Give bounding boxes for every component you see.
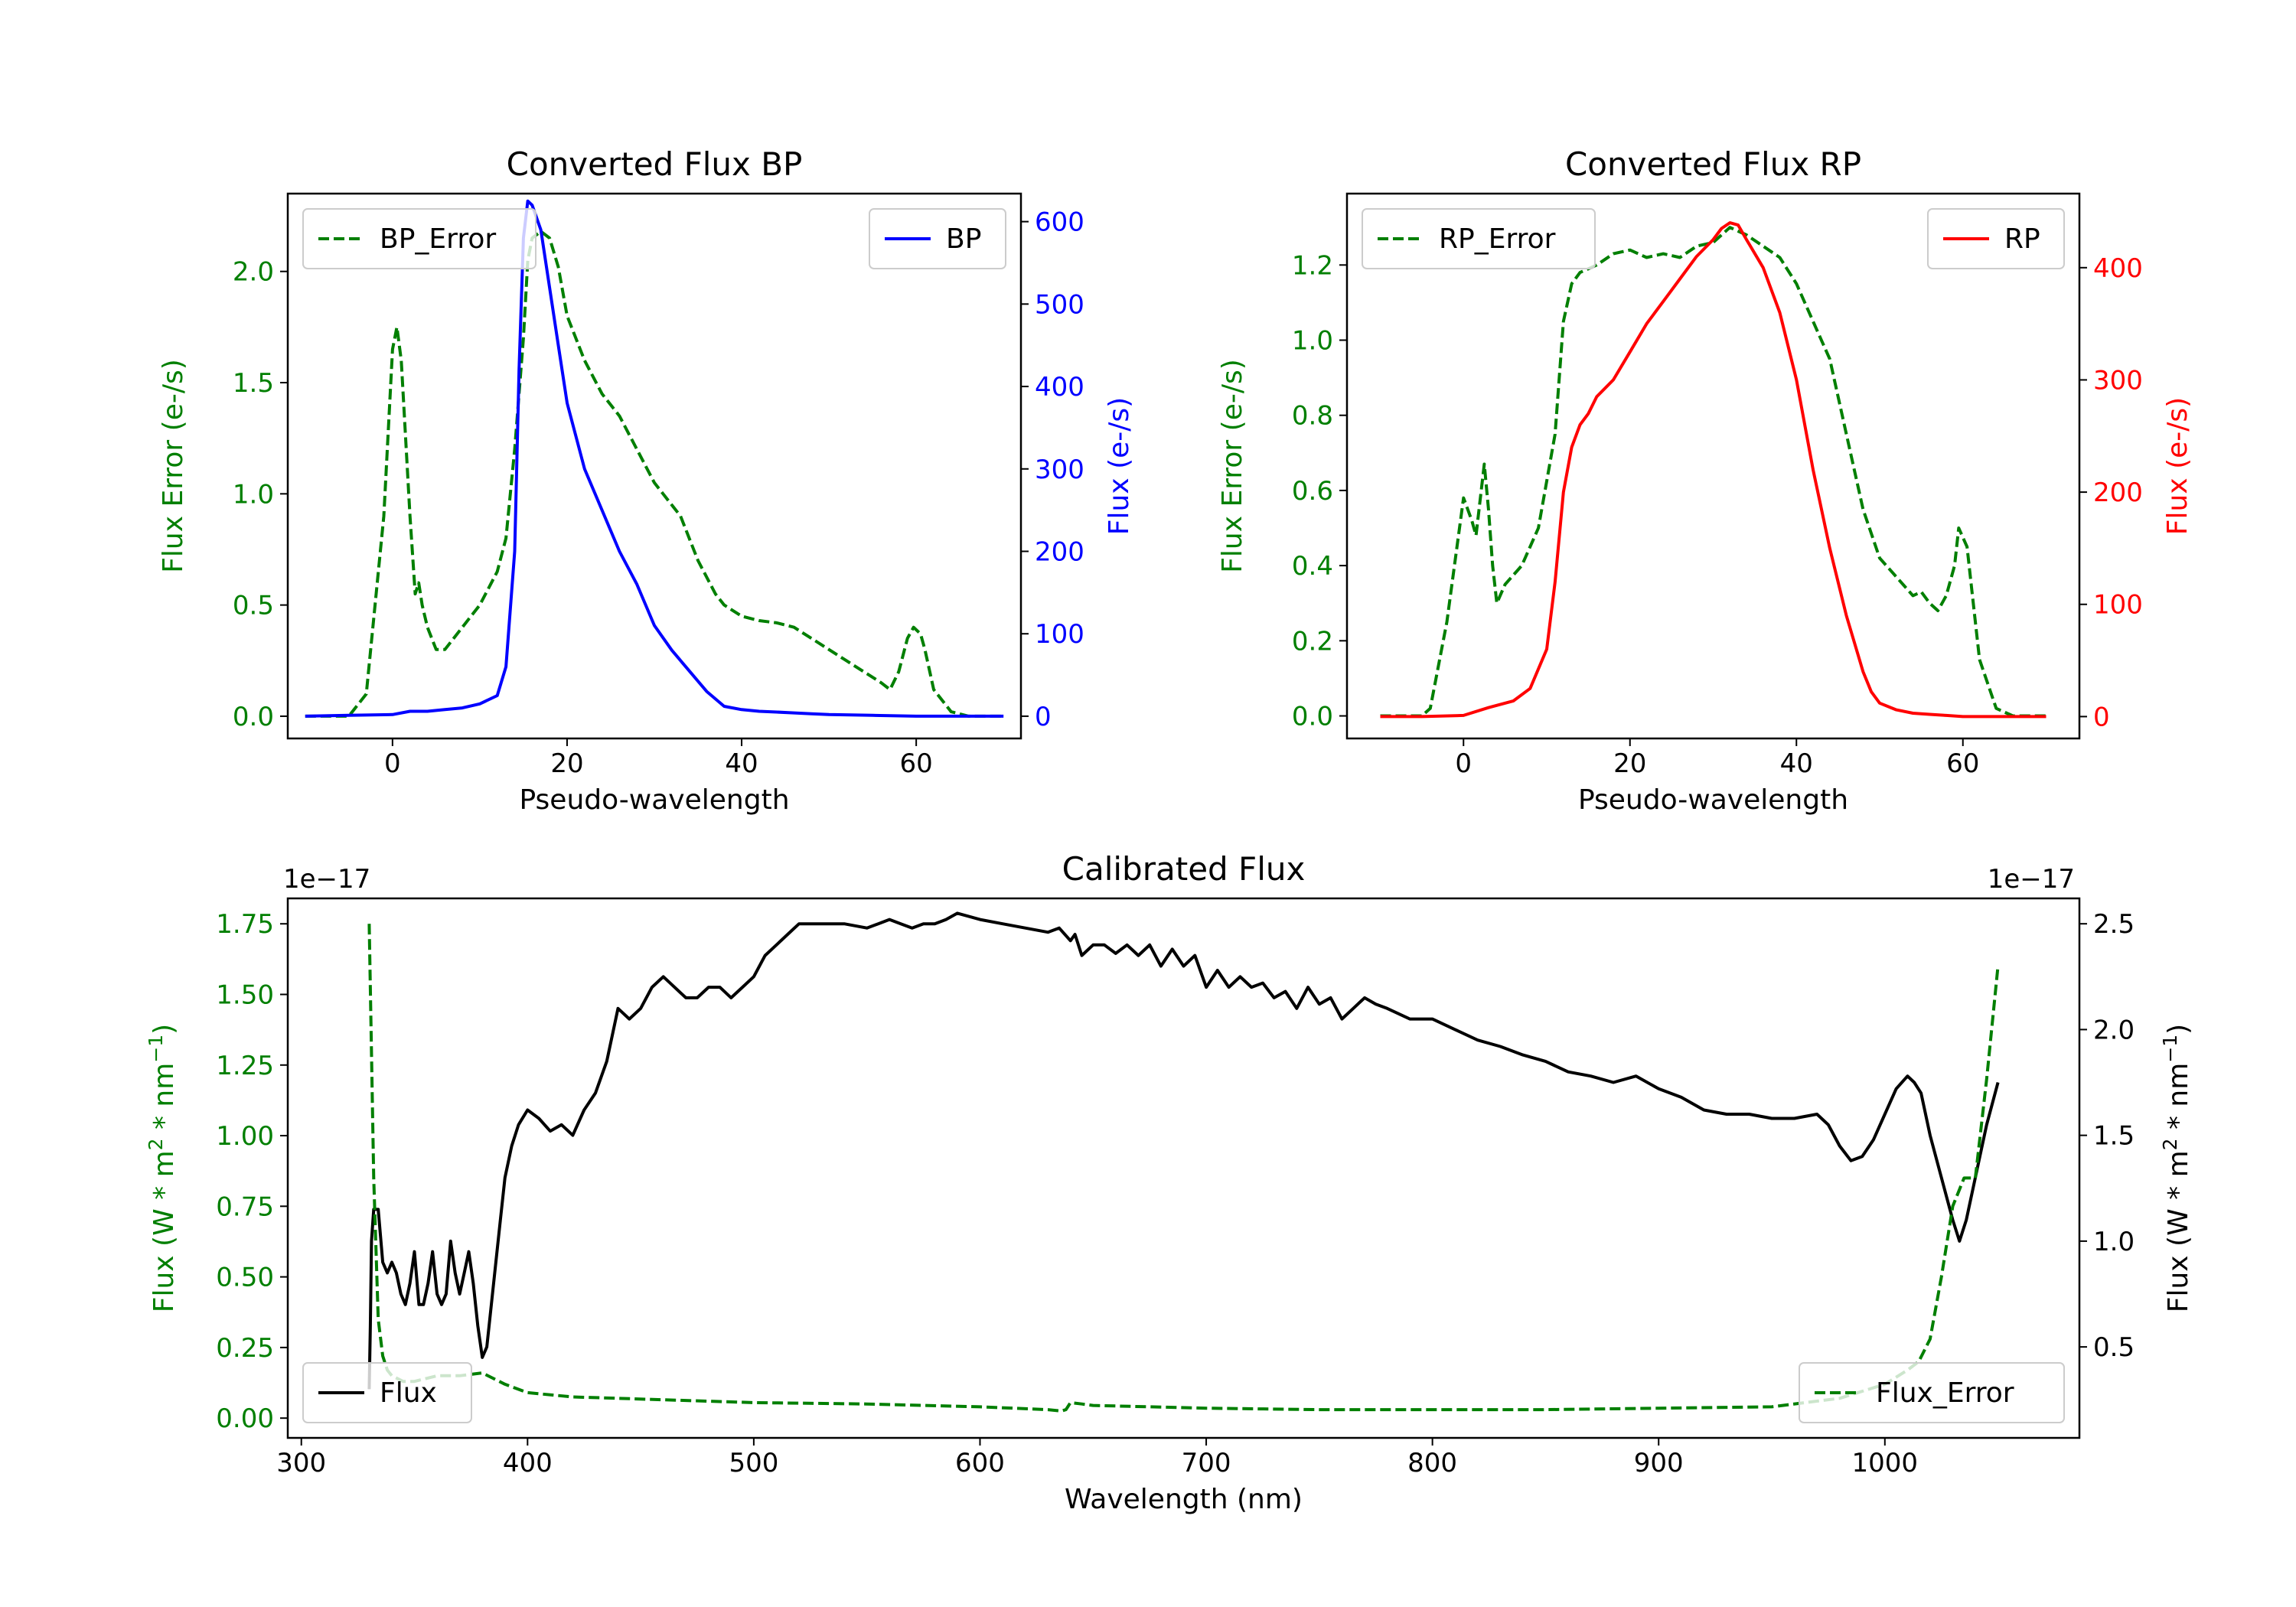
chart-title: Calibrated Flux bbox=[1062, 850, 1306, 888]
chart-title: Converted Flux BP bbox=[507, 145, 803, 183]
legend-bp-error: BP_Error bbox=[302, 208, 536, 269]
legend-flux: Flux bbox=[302, 1362, 472, 1423]
y-right-tick-label: 2.5 bbox=[2093, 909, 2135, 940]
x-tick-label: 700 bbox=[1182, 1448, 1231, 1478]
x-tick-label: 0 bbox=[384, 748, 401, 779]
x-tick-label: 20 bbox=[550, 748, 583, 779]
y-right-tick-label: 2.0 bbox=[2093, 1015, 2135, 1045]
x-tick-label: 0 bbox=[1455, 748, 1472, 779]
series-bp-error bbox=[305, 230, 1004, 718]
y-right-tick-label: 100 bbox=[1035, 619, 1084, 650]
y-left-tick-label: 0.75 bbox=[216, 1191, 274, 1222]
y-right-tick-label: 300 bbox=[2093, 365, 2143, 396]
series-flux bbox=[367, 911, 2000, 1390]
y-right-tick-label: 0 bbox=[1035, 702, 1052, 732]
y-left-tick-label: 0.5 bbox=[233, 591, 274, 621]
legend-rp: RP bbox=[1927, 208, 2065, 269]
y-left-tick-label: 0.6 bbox=[1292, 476, 1333, 507]
x-tick-label: 600 bbox=[955, 1448, 1005, 1478]
y-left-axis-label: Flux Error (e-/s) bbox=[1217, 359, 1248, 573]
y-right-tick-label: 500 bbox=[1035, 289, 1084, 320]
x-axis-label: Pseudo-wavelength bbox=[1578, 784, 1848, 816]
legend-box bbox=[302, 208, 536, 269]
x-tick-label: 40 bbox=[725, 748, 758, 779]
y-left-tick-label: 1.0 bbox=[1292, 326, 1333, 357]
series-rp-error bbox=[1380, 226, 2047, 718]
y-right-tick-label: 400 bbox=[1035, 372, 1084, 403]
y-left-tick-label: 1.5 bbox=[233, 368, 274, 399]
legend-label: BP_Error bbox=[380, 223, 496, 255]
y-left-axis-label: Flux Error (e-/s) bbox=[158, 359, 189, 573]
chart-bp: 0 20 40 60 0.0 0.5 1.0 1.5 2.0 0 100 200 300 400 500 60… bbox=[158, 145, 1135, 816]
legend-label: BP bbox=[946, 223, 981, 255]
x-tick-label: 500 bbox=[729, 1448, 778, 1478]
x-tick-label: 300 bbox=[276, 1448, 326, 1478]
chart-cal: 300 400 500 600 700 800 900 1000 0.00 0.25 0.50 0.7… bbox=[145, 850, 2195, 1515]
y-left-tick-label: 0.50 bbox=[216, 1263, 274, 1293]
y-right-axis-label: Flux (e-/s) bbox=[2162, 397, 2193, 535]
y-left-tick-label: 0.0 bbox=[1292, 702, 1333, 732]
legend-box bbox=[869, 208, 1006, 269]
y-left-tick-label: 0.25 bbox=[216, 1333, 274, 1364]
y-left-tick-label: 1.75 bbox=[216, 909, 274, 940]
legend-box bbox=[1927, 208, 2065, 269]
y-left-tick-label: 1.50 bbox=[216, 980, 274, 1010]
x-axis-label: Wavelength (nm) bbox=[1065, 1484, 1303, 1515]
x-tick-label: 400 bbox=[503, 1448, 553, 1478]
y-right-tick-label: 600 bbox=[1035, 207, 1084, 238]
y-right-axis-label: Flux (W * m2 * nm−1) bbox=[2159, 1024, 2195, 1312]
y-left-tick-label: 0.4 bbox=[1292, 551, 1333, 582]
y-left-tick-label: 0.8 bbox=[1292, 401, 1333, 432]
y-left-tick-label: 0.00 bbox=[216, 1403, 274, 1434]
legend-box bbox=[1799, 1362, 2065, 1423]
legend-label: RP_Error bbox=[1439, 223, 1556, 255]
axes-frame bbox=[1345, 192, 2081, 740]
y-left-tick-label: 0.0 bbox=[233, 702, 274, 732]
y-left-tick-label: 1.00 bbox=[216, 1121, 274, 1152]
x-tick-label: 20 bbox=[1613, 748, 1646, 779]
legend-flux-error: Flux_Error bbox=[1799, 1362, 2065, 1423]
x-tick-label: 60 bbox=[1946, 748, 1979, 779]
y-right-tick-label: 0.5 bbox=[2093, 1332, 2135, 1363]
y-left-offset-label: 1e−17 bbox=[283, 864, 370, 895]
legend-label: RP bbox=[2004, 223, 2040, 255]
legend-label: Flux bbox=[380, 1377, 437, 1409]
x-tick-label: 40 bbox=[1780, 748, 1813, 779]
y-left-tick-label: 1.0 bbox=[233, 479, 274, 510]
y-right-tick-label: 200 bbox=[2093, 478, 2143, 508]
chart-rp: 0 20 40 60 0.0 0.2 0.4 0.6 0.8 1.0 1.2 0 100 200 300 40… bbox=[1217, 145, 2193, 816]
y-left-tick-label: 1.2 bbox=[1292, 250, 1333, 281]
legend-bp: BP bbox=[869, 208, 1006, 269]
y-right-offset-label: 1e−17 bbox=[1988, 864, 2075, 895]
y-right-tick-label: 1.5 bbox=[2093, 1121, 2135, 1152]
legend-box bbox=[302, 1362, 472, 1423]
y-right-tick-label: 1.0 bbox=[2093, 1227, 2135, 1257]
x-tick-label: 60 bbox=[900, 748, 933, 779]
y-right-axis-label: Flux (e-/s) bbox=[1104, 397, 1135, 535]
series-bp bbox=[305, 199, 1004, 718]
legend-label: Flux_Error bbox=[1876, 1377, 2014, 1409]
y-right-tick-label: 0 bbox=[2093, 702, 2110, 732]
y-left-axis-label: Flux (W * m2 * nm−1) bbox=[145, 1024, 181, 1312]
axes-frame bbox=[286, 192, 1022, 740]
y-left-tick-label: 0.2 bbox=[1292, 626, 1333, 657]
legend-rp-error: RP_Error bbox=[1362, 208, 1596, 269]
series-rp bbox=[1380, 221, 2047, 719]
y-right-tick-label: 200 bbox=[1035, 536, 1084, 567]
chart-title: Converted Flux RP bbox=[1565, 145, 1861, 183]
series-flux-error bbox=[367, 924, 2000, 1413]
legend-box bbox=[1362, 208, 1596, 269]
axes-frame bbox=[286, 897, 2081, 1439]
y-left-tick-label: 2.0 bbox=[233, 257, 274, 288]
x-axis-label: Pseudo-wavelength bbox=[519, 784, 789, 816]
x-tick-label: 1000 bbox=[1852, 1448, 1919, 1478]
x-tick-label: 800 bbox=[1407, 1448, 1457, 1478]
y-left-tick-label: 1.25 bbox=[216, 1051, 274, 1081]
y-right-tick-label: 300 bbox=[1035, 455, 1084, 485]
y-right-tick-label: 400 bbox=[2093, 253, 2143, 284]
x-tick-label: 900 bbox=[1634, 1448, 1684, 1478]
y-right-tick-label: 100 bbox=[2093, 590, 2143, 621]
